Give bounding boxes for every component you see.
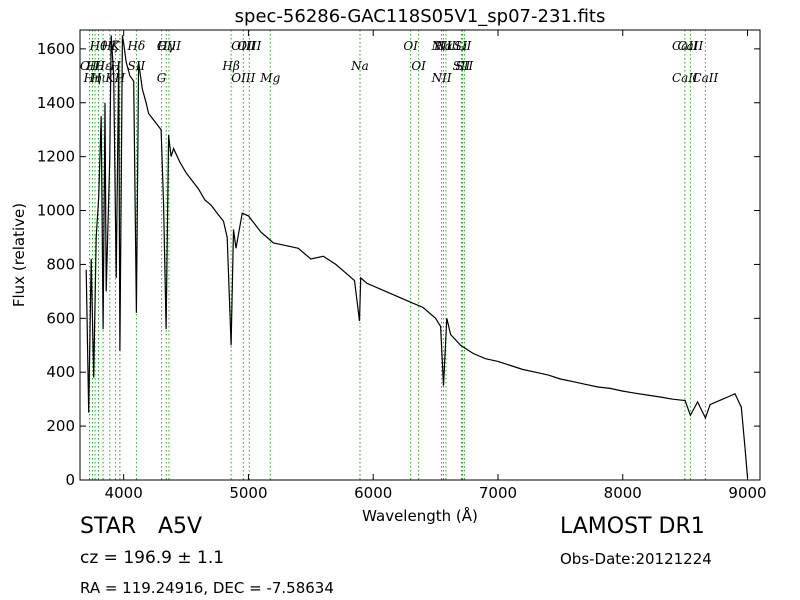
y-tick-label: 400 — [46, 363, 75, 381]
y-axis-label: Flux (relative) — [10, 203, 28, 307]
line-label: Hζ — [100, 39, 119, 53]
spectrum-line — [85, 35, 749, 478]
line-label: Hβ — [221, 59, 239, 73]
line-label: Hε — [94, 59, 112, 73]
y-tick-label: 1600 — [37, 40, 75, 58]
x-tick-label: 6000 — [354, 484, 392, 502]
y-tick-label: 1200 — [37, 148, 75, 166]
y-tick-label: 600 — [46, 309, 75, 327]
line-label: NII — [435, 39, 456, 53]
chart-title: spec-56286-GAC118S05V1_sp07-231.fits — [235, 6, 606, 27]
y-tick-label: 800 — [46, 255, 75, 273]
plot-frame — [79, 29, 761, 481]
survey-name: LAMOST DR1 — [560, 514, 705, 539]
line-label: CaII — [677, 39, 703, 53]
line-label: Hδ — [127, 39, 146, 53]
spectral-class-label: A5V — [158, 514, 203, 539]
line-label: Hθ — [85, 59, 104, 73]
line-label: OIII — [157, 39, 181, 53]
emission-line-markers: OIIHηHθHθHιHεHζKKHHHδSIIGHγOIIIHβOIIIOII… — [80, 30, 719, 480]
line-label: K — [104, 71, 115, 85]
line-label: SII — [128, 59, 146, 73]
axes: 4000 5000 6000 7000 8000 9000 0 200 400 600 800 100… — [37, 30, 767, 502]
line-label: K — [110, 39, 121, 53]
line-label: OI — [403, 39, 418, 53]
redshift-info: cz = 196.9 ± 1.1 — [80, 548, 225, 568]
line-label: Hι — [90, 71, 106, 85]
line-label: CaII — [672, 39, 698, 53]
x-tick-label: 5000 — [229, 484, 267, 502]
line-label: SII — [456, 59, 474, 73]
line-label: H — [114, 71, 126, 85]
line-label: G — [157, 71, 167, 85]
object-type: STAR — [80, 514, 136, 539]
line-label: OI — [411, 59, 426, 73]
line-label: Hγ — [156, 39, 175, 53]
line-label: SII — [454, 39, 472, 53]
coordinates-info: RA = 119.24916, DEC = -7.58634 — [80, 579, 334, 597]
y-tick-label: 1000 — [37, 202, 75, 220]
line-label: Mg — [259, 71, 280, 85]
x-tick-label: 7000 — [479, 484, 517, 502]
line-label: SII — [453, 59, 471, 73]
spectral-class: A5V — [158, 514, 202, 539]
line-label: NII — [431, 39, 452, 53]
y-tick-label: 200 — [46, 417, 75, 435]
line-label: Hη — [83, 71, 102, 85]
line-label: Na — [350, 59, 369, 73]
line-label: NII — [431, 71, 452, 85]
observation-date: Obs-Date:20121224 — [560, 550, 712, 568]
x-axis-label: Wavelength (Å) — [362, 506, 478, 525]
y-tick-label: 0 — [65, 471, 75, 489]
line-label: CaII — [672, 71, 698, 85]
object-type-label: STAR — [80, 514, 137, 539]
x-tick-label: 4000 — [105, 484, 143, 502]
y-tick-label: 1400 — [37, 94, 75, 112]
line-label: OIII — [237, 39, 261, 53]
line-label: OIII — [231, 71, 255, 85]
x-tick-label: 8000 — [604, 484, 642, 502]
x-tick-label: 9000 — [728, 484, 766, 502]
line-label: CaII — [692, 71, 718, 85]
line-label: Hα — [433, 39, 453, 53]
